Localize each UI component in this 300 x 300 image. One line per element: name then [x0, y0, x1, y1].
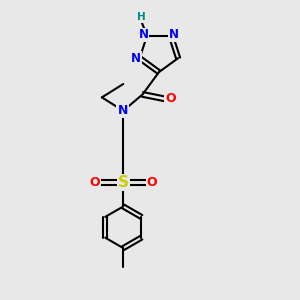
Text: N: N	[118, 104, 128, 117]
Text: O: O	[89, 176, 100, 189]
Text: N: N	[139, 28, 148, 41]
Text: O: O	[166, 92, 176, 105]
Text: N: N	[131, 52, 141, 65]
Text: H: H	[137, 12, 146, 22]
Text: N: N	[169, 28, 179, 41]
Text: O: O	[147, 176, 158, 189]
Text: S: S	[118, 175, 129, 190]
